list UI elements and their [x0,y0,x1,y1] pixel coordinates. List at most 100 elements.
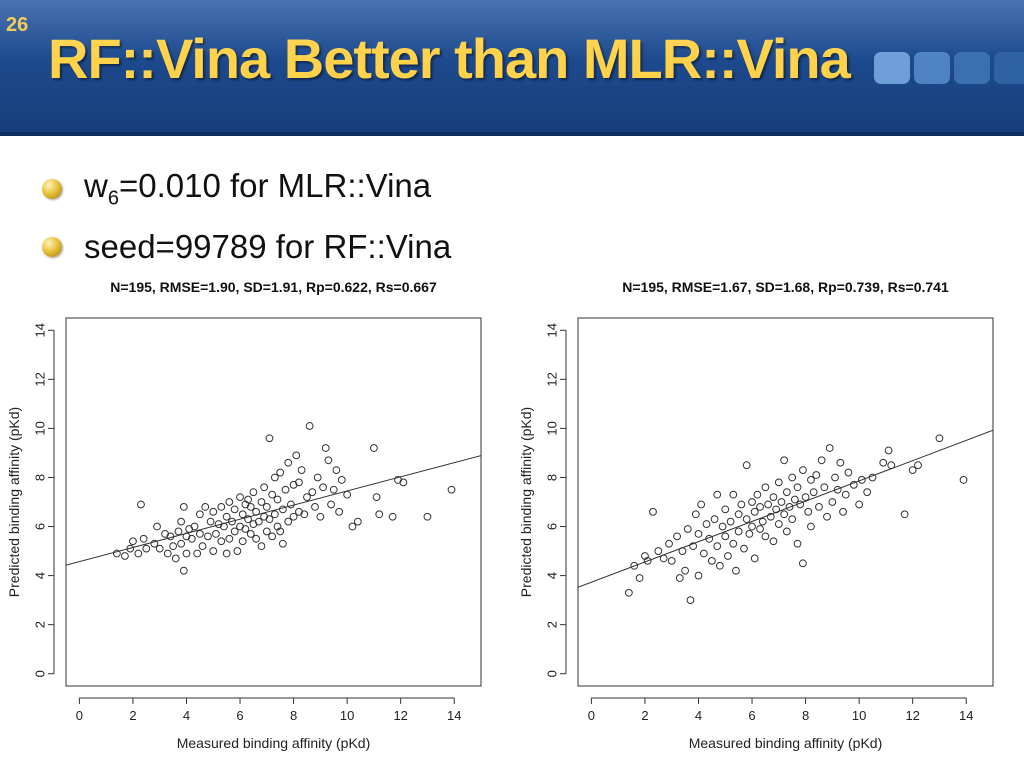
data-point [807,522,815,531]
data-point [399,478,408,487]
data-point [756,503,764,511]
data-point [659,554,668,563]
data-point [630,561,639,570]
header-decoration-block [954,52,990,84]
data-point [241,525,250,533]
data-point [793,483,802,492]
y-axis-label: Predicted binding affinity (pKd) [518,407,534,597]
bullet-text-main: w [84,167,108,205]
data-point [681,566,689,575]
data-point [665,539,673,548]
data-point [295,478,303,487]
data-point [863,488,872,497]
data-point [300,510,309,519]
data-point [287,500,295,509]
x-tick-label: 0 [588,708,595,723]
plot-frame [577,317,994,687]
data-point [289,512,298,521]
data-point [780,456,789,465]
data-point [804,507,813,516]
data-point [766,512,775,521]
data-point [335,507,343,516]
data-point [737,500,746,509]
slide-title: RF::Vina Better than MLR::Vina [48,27,851,90]
data-point [959,476,968,484]
data-point [182,549,191,558]
data-point [166,532,175,541]
data-point [262,527,271,536]
data-point [801,493,810,501]
data-point [777,498,786,506]
x-axis-label: Measured binding affinity (pKd) [177,735,371,751]
data-point [244,495,252,504]
data-point [761,483,770,492]
data-point [244,515,252,524]
y-tick-label: 6 [545,523,560,530]
data-point [673,532,681,541]
bullet-item: seed=99789 for RF::Vina [42,218,451,276]
data-point [697,500,706,509]
data-point [774,478,783,487]
data-point [278,505,287,514]
data-point [855,500,864,509]
chart-rf-vina-svg: N=195, RMSE=1.67, SD=1.68, Rp=0.739, Rs=… [518,279,994,751]
x-tick-label: 10 [340,708,354,723]
data-point [276,527,285,536]
y-tick-label: 4 [545,572,560,579]
data-point [812,471,821,479]
data-point [273,495,282,504]
x-tick-label: 12 [905,708,919,723]
y-tick-label: 14 [545,323,560,337]
data-point [686,596,695,605]
data-point [796,500,805,509]
y-tick-label: 0 [545,670,560,677]
data-point [908,466,917,475]
data-point [807,476,815,484]
data-point [134,549,143,558]
data-point [857,476,866,484]
data-point [761,532,770,541]
data-point [643,556,652,565]
data-point [220,522,228,531]
data-point [187,534,196,543]
data-point [370,444,378,452]
data-point [276,468,285,477]
data-point [265,434,274,443]
data-point [254,517,263,526]
data-point [788,473,797,482]
data-point [675,574,684,582]
chart-title: N=195, RMSE=1.90, SD=1.91, Rp=0.622, Rs=… [110,279,437,295]
data-point [177,539,186,548]
data-point [327,500,335,509]
data-point [745,529,754,538]
y-tick-label: 8 [545,474,560,481]
y-tick-label: 12 [33,372,48,386]
data-point [689,542,698,551]
data-point [900,510,909,519]
data-point [729,539,738,548]
data-point [329,485,338,494]
data-point [265,515,274,524]
data-point [353,517,362,526]
data-point [710,515,719,524]
header-decoration-block [874,52,910,84]
data-point [268,532,277,541]
data-point [206,517,215,526]
data-point [790,495,799,504]
data-point [139,534,148,543]
data-point [756,525,764,533]
data-point [750,507,759,516]
data-point [758,517,767,526]
data-point [171,554,180,563]
x-tick-label: 10 [852,708,866,723]
data-point [729,490,738,499]
data-point [319,483,327,492]
data-point [204,532,212,541]
data-point [372,493,381,501]
data-point [142,544,151,553]
data-point [815,503,823,511]
data-point [841,490,850,499]
y-tick-label: 6 [33,523,48,530]
data-point [884,446,893,455]
data-point [868,473,877,482]
